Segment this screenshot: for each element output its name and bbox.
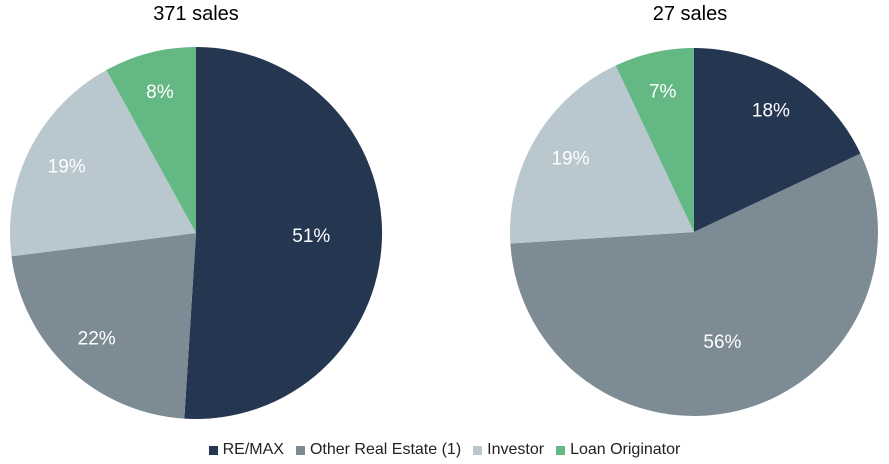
- chart-title-right: 27 sales: [653, 3, 728, 25]
- pie-right-slice-remax: [694, 47, 861, 232]
- pie-right-slice-other-real-estate: [510, 153, 878, 416]
- pie-left-slice-investor: [10, 70, 196, 257]
- pie-right-label-investor: 19%: [551, 148, 589, 169]
- pie-left-label-other-real-estate: 22%: [78, 328, 116, 349]
- legend-swatch-other-real-estate: [295, 445, 305, 455]
- legend-item-other-real-estate: Other Real Estate (1): [295, 441, 462, 459]
- pie-right-label-loan-originator: 7%: [649, 81, 677, 102]
- legend-label-loan-originator: Loan Originator: [570, 441, 681, 458]
- legend-label-investor: Investor: [487, 441, 545, 458]
- legend-item-loan-originator: Loan Originator: [556, 441, 680, 459]
- legend-label-remax: RE/MAX: [222, 441, 284, 458]
- chart-title-left: 371 sales: [153, 3, 239, 25]
- pie-right-label-remax: 18%: [752, 100, 790, 121]
- pie-left: 51% 22% 19% 8%: [10, 46, 383, 419]
- pie-right-label-other-real-estate: 56%: [703, 332, 741, 353]
- pie-right: 18% 56% 19% 7%: [509, 47, 878, 416]
- pie-left-slice-loan-originator: [106, 47, 196, 233]
- pie-left-label-remax: 51%: [292, 226, 330, 247]
- pie-charts: 371 sales 27 sales 51% 22% 19% 8% 18% 56% 19%…: [10, 3, 878, 419]
- legend: RE/MAX Other Real Estate (1) Investor Lo…: [0, 441, 889, 459]
- legend-item-remax: RE/MAX: [208, 441, 284, 459]
- legend-swatch-loan-originator: [556, 445, 566, 455]
- pie-right-slice-investor: [509, 65, 694, 244]
- legend-label-other-real-estate: Other Real Estate (1): [309, 441, 462, 458]
- pie-left-label-loan-originator: 8%: [146, 82, 174, 103]
- pie-left-slice-remax: [184, 46, 383, 419]
- legend-swatch-investor: [473, 445, 483, 455]
- pie-left-slice-other-real-estate: [11, 233, 196, 419]
- legend-item-investor: Investor: [473, 441, 544, 459]
- legend-swatch-remax: [208, 445, 218, 455]
- pie-left-label-investor: 19%: [48, 157, 86, 178]
- pie-right-slice-loan-originator: [615, 48, 694, 232]
